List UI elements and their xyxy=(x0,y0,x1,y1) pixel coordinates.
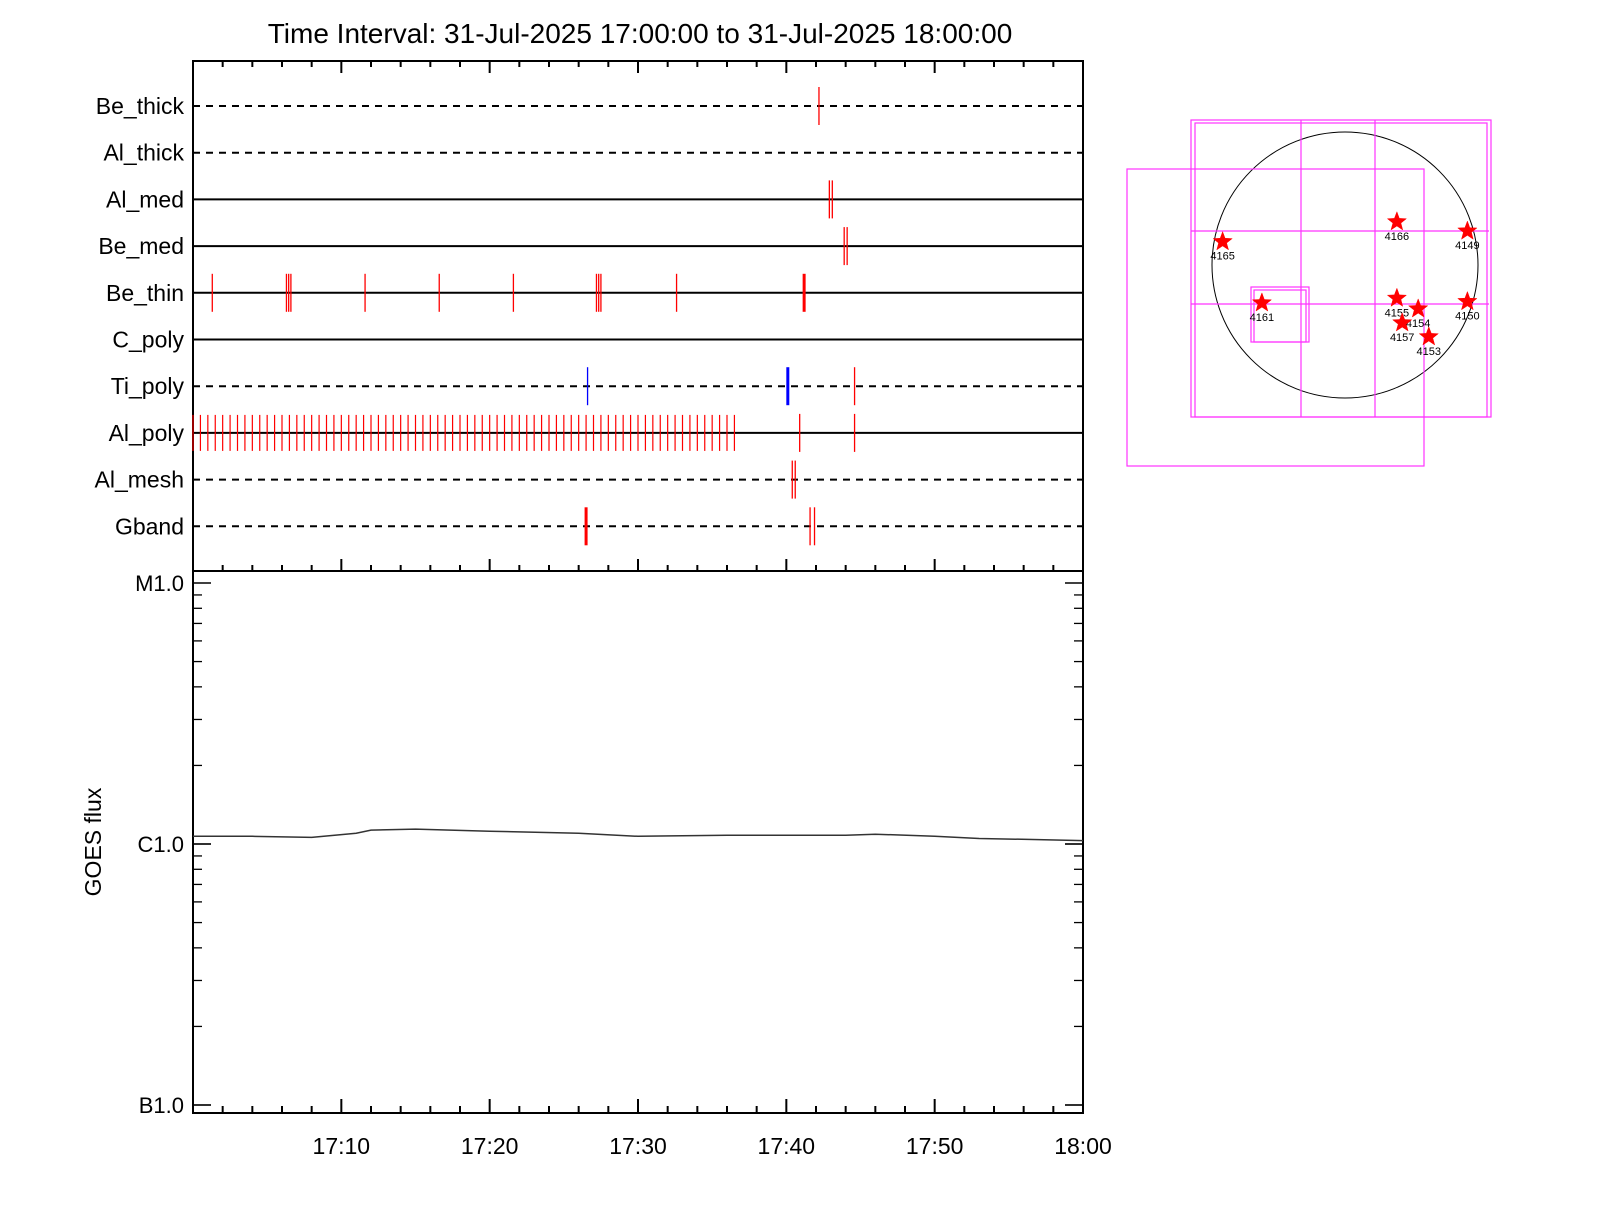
active-region-label: 4165 xyxy=(1210,251,1234,263)
solar-limb xyxy=(1211,131,1479,399)
row-label: Ti_poly xyxy=(111,373,185,399)
fov-box xyxy=(1194,122,1488,418)
active-region-label: 4150 xyxy=(1455,311,1479,323)
chart-title: Time Interval: 31-Jul-2025 17:00:00 to 3… xyxy=(268,18,1013,49)
y-axis-label: GOES flux xyxy=(80,787,106,896)
goes-flux-panel: B1.0 C1.0 M1.0 17:10 17:20 17:30 17:40 17:50 18:… xyxy=(80,570,1112,1159)
active-region-star xyxy=(1457,290,1478,311)
x-tick-label: 17:50 xyxy=(906,1133,964,1159)
active-region-star xyxy=(1386,211,1408,231)
fov-box xyxy=(1126,168,1425,467)
timeline-panel: Be_thick Al_thick Al_med Be_med Be_thin C_pol… xyxy=(95,60,1084,572)
active-region-star xyxy=(1392,312,1413,332)
x-tick-label: 17:10 xyxy=(313,1133,371,1159)
x-tick-label: 18:00 xyxy=(1054,1133,1112,1159)
fov-box xyxy=(1190,119,1492,418)
active-region-star xyxy=(1457,220,1478,240)
row-label: Al_mesh xyxy=(95,467,184,493)
active-region-label: 4153 xyxy=(1417,346,1441,358)
row-label: Al_poly xyxy=(109,420,185,446)
active-region-star xyxy=(1212,230,1233,251)
row-label: Be_thin xyxy=(106,280,184,306)
timeline-frame xyxy=(192,60,1084,572)
active-region-label: 4161 xyxy=(1250,312,1274,324)
row-label: C_poly xyxy=(112,327,184,353)
active-region-star xyxy=(1251,292,1273,312)
x-tick-label: 17:30 xyxy=(609,1133,667,1159)
row-label: Be_thick xyxy=(96,93,185,119)
active-region-star xyxy=(1407,298,1429,318)
flux-frame xyxy=(192,570,1084,1114)
fov-box xyxy=(1253,289,1307,343)
active-region-star xyxy=(1418,326,1439,346)
row-label: Gband xyxy=(115,513,184,539)
active-region-label: 4166 xyxy=(1385,231,1409,243)
active-region-label: 4154 xyxy=(1406,318,1430,330)
active-region-label: 4157 xyxy=(1390,332,1414,344)
active-region-star xyxy=(1386,287,1408,307)
flux-series-line xyxy=(193,828,1084,842)
x-tick-label: 17:20 xyxy=(461,1133,519,1159)
row-label: Al_med xyxy=(106,186,184,212)
x-tick-label: 17:40 xyxy=(758,1133,816,1159)
active-region-label: 4149 xyxy=(1455,240,1479,252)
row-label: Be_med xyxy=(98,233,184,259)
y-tick-label: B1.0 xyxy=(139,1093,184,1118)
y-tick-label: C1.0 xyxy=(138,832,184,857)
row-label: Al_thick xyxy=(103,140,184,166)
y-tick-label: M1.0 xyxy=(135,571,184,596)
